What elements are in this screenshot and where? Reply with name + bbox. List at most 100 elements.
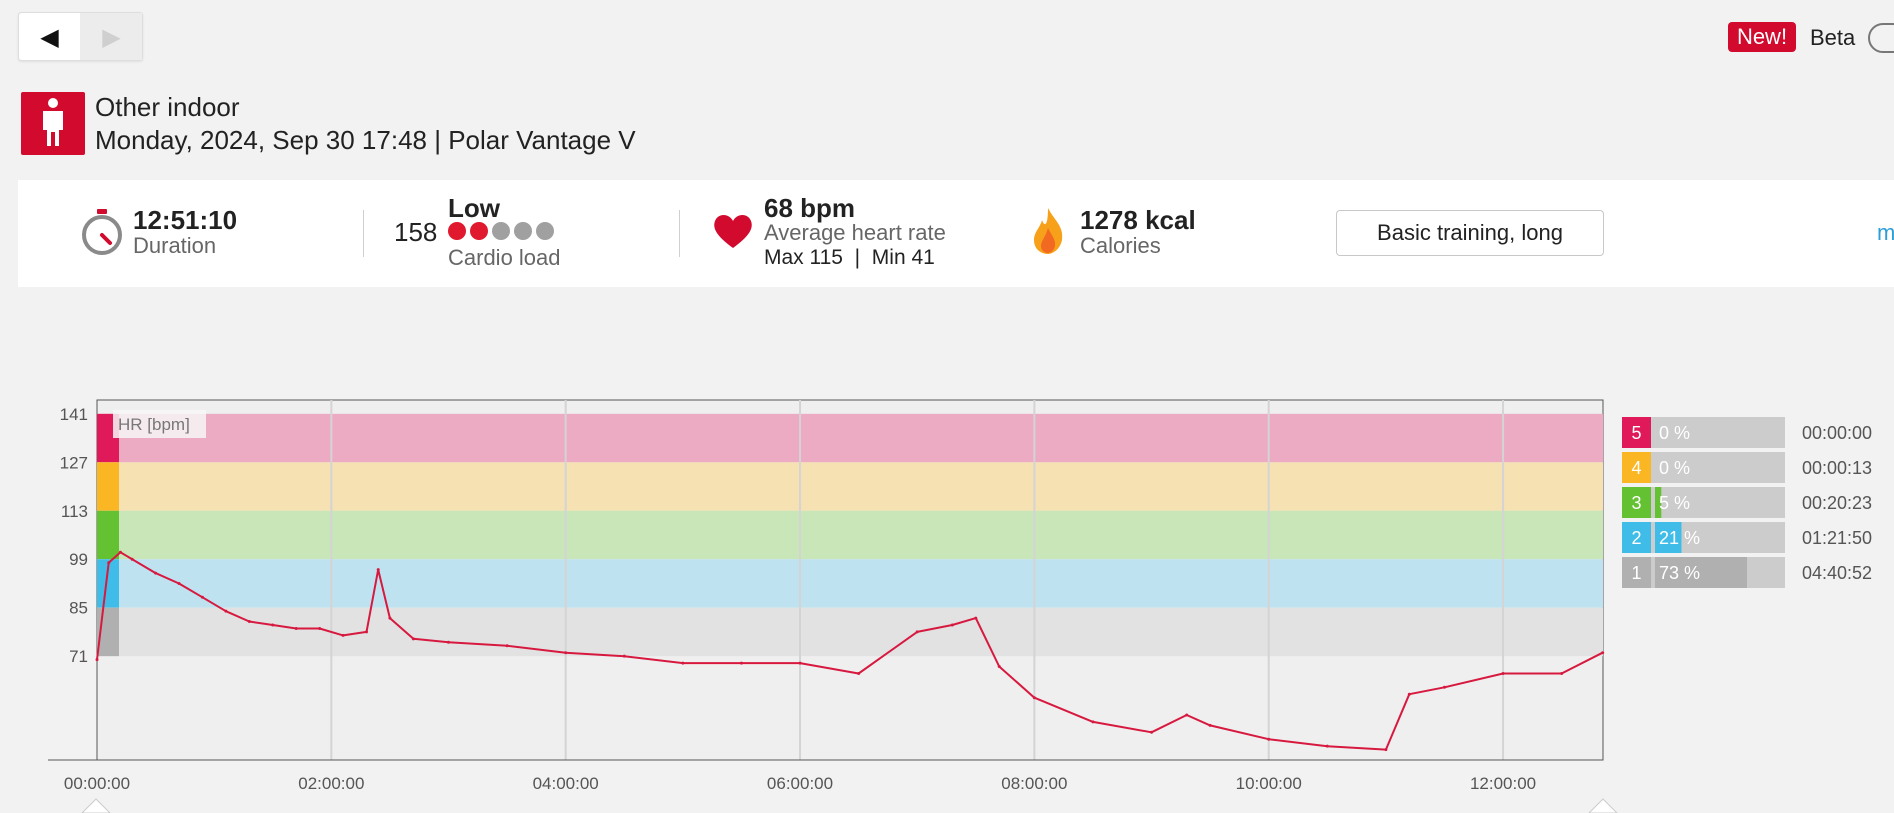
hr-data-point <box>798 661 802 665</box>
hr-data-point <box>1407 692 1411 696</box>
history-navigation: ◀ ▶ <box>18 12 143 61</box>
zone-percent: 21 % <box>1659 528 1700 548</box>
training-benefit-button[interactable]: Basic training, long <box>1336 210 1604 256</box>
beta-toggle[interactable] <box>1868 23 1894 53</box>
hr-data-point <box>318 626 322 630</box>
hr-data-point <box>1442 685 1446 689</box>
hr-data-point <box>341 633 345 637</box>
zone-percent-bar <box>1655 487 1662 518</box>
calories-label: Calories <box>1080 233 1161 258</box>
y-tick-label: 85 <box>69 599 88 618</box>
zone-number-badge <box>1622 452 1651 483</box>
cardio-load-label: Cardio load <box>448 245 561 270</box>
zone-time: 01:21:50 <box>1802 528 1872 548</box>
zone-number-badge <box>1622 487 1651 518</box>
zone-band-1 <box>97 607 1603 657</box>
hr-data-point <box>1208 723 1212 727</box>
x-tick-label: 00:00:00 <box>64 774 130 793</box>
zone-number: 4 <box>1631 458 1641 478</box>
zone-time: 00:00:00 <box>1802 423 1872 443</box>
hr-series-line <box>96 551 1604 751</box>
hr-data-point <box>564 651 568 655</box>
x-tick-label: 04:00:00 <box>533 774 599 793</box>
x-tick-label: 06:00:00 <box>767 774 833 793</box>
hr-data-point <box>1032 696 1036 700</box>
hr-data-point <box>1560 671 1564 675</box>
y-tick-label: 71 <box>69 647 88 666</box>
load-dot-empty <box>492 222 510 240</box>
hr-data-point <box>950 623 954 627</box>
zone-band-5 <box>97 413 1603 463</box>
hr-data-point <box>224 609 228 613</box>
hr-data-point <box>95 658 99 662</box>
load-dot-filled <box>470 222 488 240</box>
hr-data-point <box>915 630 919 634</box>
hr-data-point <box>974 616 978 620</box>
hr-data-point <box>107 561 111 565</box>
duration-value: 12:51:10 <box>133 205 238 235</box>
forward-button[interactable]: ▶ <box>81 13 142 60</box>
zone-number-badge <box>1622 557 1651 588</box>
hr-data-point <box>376 568 380 572</box>
hr-data-point <box>1384 748 1388 752</box>
beta-label: Beta <box>1810 25 1856 50</box>
zone-time: 04:40:52 <box>1802 563 1872 583</box>
range-handle-end <box>1588 798 1618 813</box>
heart-icon <box>712 212 754 255</box>
triangle-right-icon: ▶ <box>102 22 121 51</box>
hr-data-point <box>997 665 1001 669</box>
flame-icon <box>1030 206 1066 261</box>
series-label-bg <box>113 410 206 438</box>
zone-number: 1 <box>1631 563 1641 583</box>
heart-rate-value: 68 bpm <box>764 193 856 223</box>
zone-marker-4 <box>97 462 119 511</box>
zone-time: 00:00:13 <box>1802 458 1872 478</box>
x-tick-label: 12:00:00 <box>1470 774 1536 793</box>
zone-band-3 <box>97 510 1603 560</box>
person-icon <box>21 92 85 155</box>
hr-data-point <box>681 661 685 665</box>
hr-data-point <box>200 595 204 599</box>
heart-rate-label: Average heart rate <box>764 220 946 245</box>
cardio-load-level: Low <box>448 193 500 223</box>
calories-value: 1278 kcal <box>1080 205 1196 235</box>
cardio-load-value: 158 <box>394 217 438 247</box>
more-link[interactable]: m <box>1877 220 1894 245</box>
zone-percent: 5 % <box>1659 493 1690 513</box>
zone-percent: 0 % <box>1659 423 1690 443</box>
zone-percent-bar <box>1655 522 1682 553</box>
zone-number: 2 <box>1631 528 1641 548</box>
x-tick-label: 08:00:00 <box>1001 774 1067 793</box>
hr-data-point <box>1267 737 1271 741</box>
zone-marker-2 <box>97 559 119 608</box>
load-dot-empty <box>536 222 554 240</box>
hr-data-point <box>247 620 251 624</box>
range-handle-start <box>81 798 111 813</box>
divider <box>679 210 680 257</box>
x-tick-label: 02:00:00 <box>298 774 364 793</box>
back-button[interactable]: ◀ <box>19 13 80 60</box>
hr-data-point <box>1091 720 1095 724</box>
hr-data-point <box>411 637 415 641</box>
zone-band-2 <box>97 559 1603 608</box>
load-dot-filled <box>448 222 466 240</box>
hr-data-point <box>622 654 626 658</box>
series-label: HR [bpm] <box>118 415 190 434</box>
zone-number-badge <box>1622 522 1651 553</box>
hr-data-point <box>1601 651 1605 655</box>
heart-rate-chart: 00:00:00 02:00:00 04:00:00 06:00:00 08:00:00… <box>48 399 1872 813</box>
cardio-load-dots <box>448 222 558 245</box>
hr-data-point <box>1501 671 1505 675</box>
zone-percent-bar <box>1655 557 1747 588</box>
hr-data-point <box>154 571 158 575</box>
hr-data-point <box>294 626 298 630</box>
stopwatch-icon <box>80 207 124 262</box>
hr-data-point <box>447 640 451 644</box>
hr-data-point <box>739 661 743 665</box>
hr-data-point <box>177 581 181 585</box>
divider <box>363 210 364 257</box>
zone-time: 00:20:23 <box>1802 493 1872 513</box>
hr-data-point <box>388 616 392 620</box>
triangle-left-icon: ◀ <box>40 22 59 51</box>
sport-name: Other indoor <box>95 92 240 122</box>
